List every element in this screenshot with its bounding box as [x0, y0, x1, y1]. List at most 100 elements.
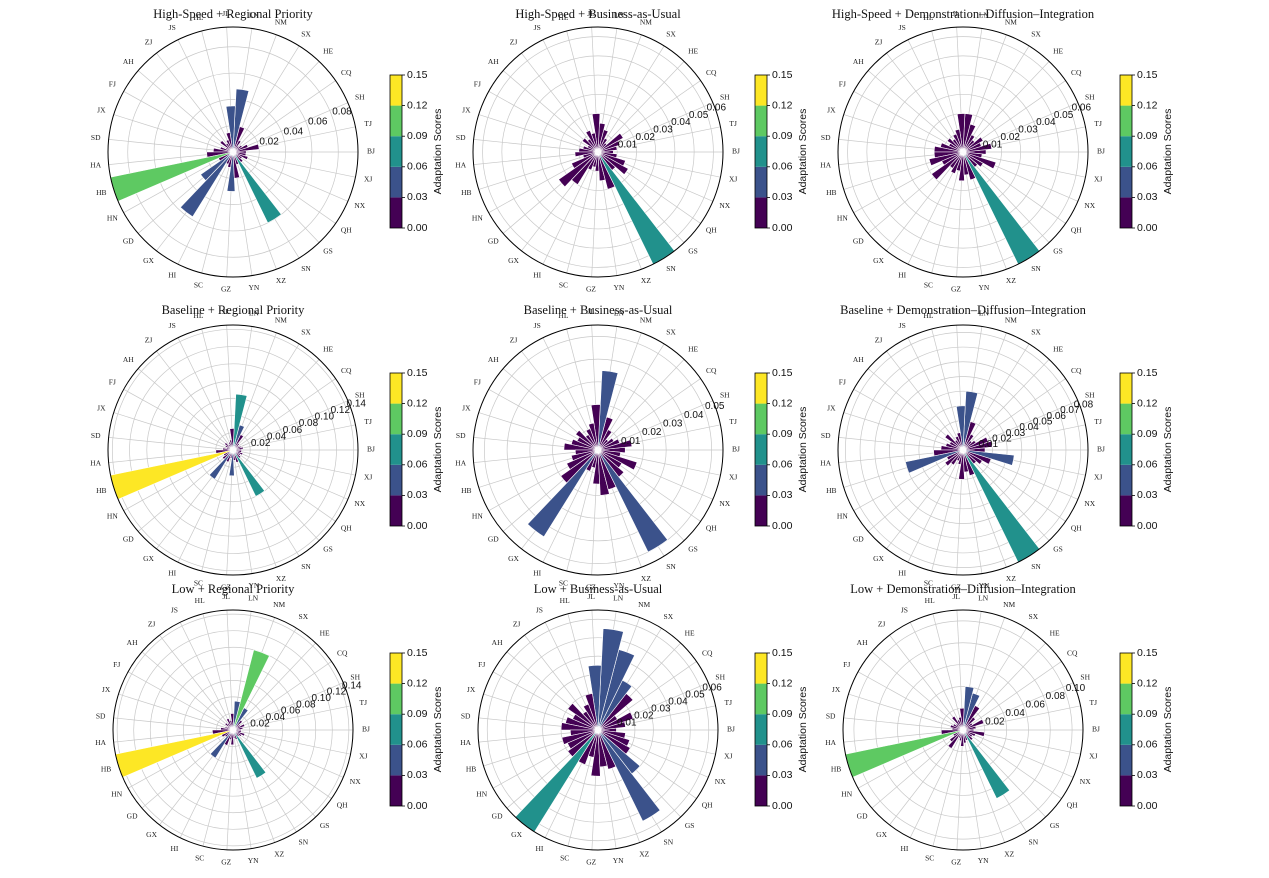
category-label: JL [953, 592, 961, 601]
category-label: GD [492, 811, 503, 820]
colorbar-tick-label: 0.06 [772, 459, 793, 471]
bar [950, 449, 964, 466]
r-tick-label: 0.06 [702, 682, 722, 693]
colorbar-segment [1120, 653, 1132, 684]
colorbar-segment [390, 75, 402, 106]
colorbar-tick-label: 0.00 [407, 222, 428, 234]
category-label: NM [1003, 600, 1015, 609]
category-label: YN [978, 283, 989, 292]
r-tick-label: 0.06 [707, 102, 727, 113]
spoke [871, 651, 964, 731]
category-label: CQ [337, 649, 348, 658]
colorbar-segment [755, 136, 767, 167]
category-label: GX [873, 554, 884, 563]
category-label: HA [90, 161, 101, 170]
category-label: GZ [221, 583, 231, 592]
r-tick-label: 0.08 [296, 699, 316, 710]
bar [224, 444, 234, 451]
spoke [127, 671, 234, 731]
bar [590, 404, 601, 451]
category-label: BJ [367, 445, 375, 454]
colorbar-segment [755, 464, 767, 496]
spoke [232, 449, 320, 541]
category-label: FJ [839, 80, 846, 89]
category-label: SC [560, 853, 569, 862]
polar-panel: Baseline + Regional Priority BJ TJ SH CQ HE SX… [90, 303, 443, 592]
category-label: JX [102, 685, 111, 694]
spoke [857, 671, 964, 731]
bar [224, 722, 234, 731]
colorbar-segment [755, 744, 767, 776]
r-tick-label: 0.01 [621, 436, 641, 447]
category-label: SD [91, 431, 101, 440]
spoke [202, 729, 234, 847]
category-label: FJ [843, 660, 850, 669]
bar [597, 729, 631, 747]
bar [224, 442, 234, 451]
category-label: JX [827, 403, 836, 412]
spoke [179, 622, 234, 731]
category-label: GX [143, 256, 154, 265]
colorbar-tick-label: 0.12 [1137, 99, 1158, 111]
spoke [886, 52, 964, 153]
colorbar-tick-label: 0.00 [772, 222, 793, 234]
category-label: QH [706, 226, 717, 235]
category-label: HL [925, 596, 935, 605]
colorbar-segment [1120, 75, 1132, 106]
spoke [127, 729, 234, 789]
category-label: HI [168, 271, 176, 280]
spoke [232, 449, 253, 574]
spoke [137, 70, 234, 153]
category-label: CQ [706, 68, 717, 77]
category-label: SC [924, 280, 933, 289]
bar [179, 151, 234, 218]
bar [567, 702, 599, 731]
spoke [566, 151, 599, 274]
spoke [232, 151, 349, 202]
spoke [137, 368, 234, 451]
category-label: FJ [839, 378, 846, 387]
category-label: XJ [359, 751, 367, 760]
bar [581, 137, 599, 153]
spoke [232, 729, 276, 843]
colorbar-tick-label: 0.09 [1137, 130, 1158, 142]
category-label: SN [301, 264, 311, 273]
category-label: HN [472, 214, 483, 223]
colorbar-segment [390, 403, 402, 435]
category-label: SH [720, 92, 730, 101]
category-label: SD [821, 133, 831, 142]
category-label: HI [535, 844, 543, 853]
category-label: JL [952, 9, 960, 18]
bar [527, 449, 599, 538]
spoke [886, 151, 964, 252]
grid-circle [885, 74, 1041, 230]
category-label: XZ [1006, 574, 1016, 583]
category-label: SC [559, 280, 568, 289]
category-label: HE [688, 47, 698, 56]
bar [597, 729, 626, 739]
spoke [962, 705, 1081, 731]
spoke [962, 102, 1079, 153]
outer-ring [112, 609, 354, 851]
spoke [226, 610, 234, 731]
colorbar-segment [390, 464, 402, 496]
chart-title: Low + Business-as-Usual [534, 582, 663, 596]
category-label: ZJ [513, 620, 521, 629]
colorbar-tick-label: 0.03 [407, 489, 428, 501]
category-label: QH [341, 524, 352, 533]
colorbar-segment [755, 653, 767, 684]
category-label: JS [171, 605, 178, 614]
category-label: HN [837, 512, 848, 521]
grid-circle [111, 328, 355, 572]
r-tick-label: 0.01 [617, 718, 637, 729]
r-tick-label: 0.01 [983, 139, 1003, 150]
category-label: HE [320, 628, 330, 637]
colorbar-tick-label: 0.15 [1137, 69, 1158, 81]
colorbar-segment [390, 373, 402, 404]
bar [905, 449, 964, 474]
grid-circle [127, 46, 339, 258]
outer-ring [472, 26, 724, 278]
category-label: JL [222, 9, 230, 18]
category-label: NM [1005, 315, 1017, 324]
grid-circle [523, 655, 673, 805]
